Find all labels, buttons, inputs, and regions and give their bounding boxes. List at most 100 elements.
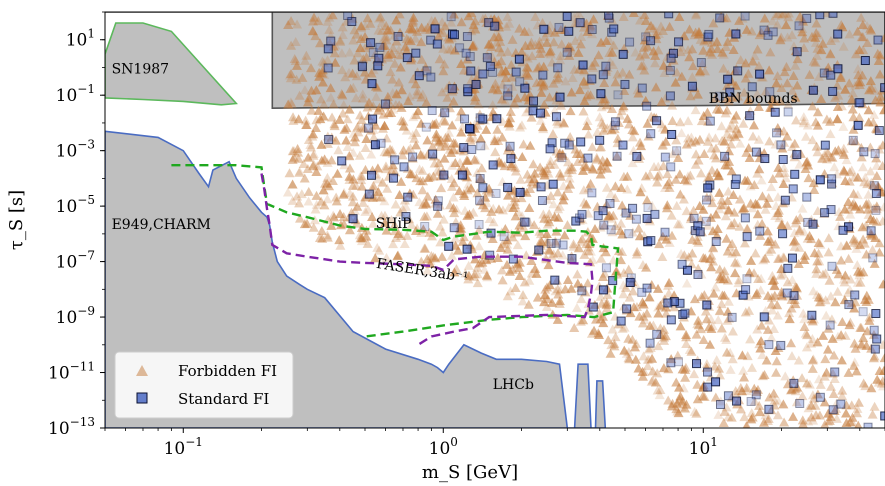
forbidden-fi-marker xyxy=(567,46,578,56)
forbidden-fi-marker xyxy=(588,62,599,72)
forbidden-fi-marker xyxy=(768,324,779,334)
standard-fi-marker xyxy=(751,390,761,400)
forbidden-fi-marker xyxy=(386,165,397,175)
forbidden-fi-marker xyxy=(444,144,455,154)
forbidden-fi-marker xyxy=(764,392,775,402)
forbidden-fi-marker xyxy=(829,350,840,360)
standard-fi-marker xyxy=(368,114,378,124)
forbidden-fi-marker xyxy=(504,18,515,28)
forbidden-fi-marker xyxy=(579,96,590,106)
forbidden-fi-marker xyxy=(875,97,885,107)
forbidden-fi-marker xyxy=(849,172,860,182)
forbidden-fi-marker xyxy=(690,136,701,146)
forbidden-fi-marker xyxy=(328,210,339,220)
forbidden-fi-marker xyxy=(490,147,501,157)
forbidden-fi-marker xyxy=(355,110,366,120)
forbidden-fi-marker xyxy=(664,277,675,287)
standard-fi-marker xyxy=(802,192,812,202)
forbidden-fi-marker xyxy=(350,132,361,142)
standard-fi-marker xyxy=(536,182,546,192)
forbidden-fi-marker xyxy=(595,291,606,301)
forbidden-fi-marker xyxy=(647,200,658,210)
forbidden-fi-marker xyxy=(322,172,333,182)
forbidden-fi-marker xyxy=(727,92,738,102)
forbidden-fi-marker xyxy=(448,203,459,213)
forbidden-fi-marker xyxy=(675,189,686,199)
forbidden-fi-marker xyxy=(789,228,800,238)
standard-fi-marker xyxy=(763,30,773,40)
forbidden-fi-marker xyxy=(447,120,458,130)
standard-fi-marker xyxy=(433,201,443,211)
forbidden-fi-marker xyxy=(361,52,372,62)
forbidden-fi-marker xyxy=(710,93,721,103)
standard-fi-marker xyxy=(715,13,725,23)
forbidden-fi-marker xyxy=(848,112,859,122)
standard-fi-marker xyxy=(665,91,675,101)
forbidden-fi-marker xyxy=(605,348,616,358)
forbidden-fi-marker xyxy=(745,334,756,344)
forbidden-fi-marker xyxy=(782,220,793,230)
forbidden-fi-marker xyxy=(289,152,300,162)
forbidden-fi-marker xyxy=(862,38,873,48)
forbidden-fi-marker xyxy=(779,168,790,178)
forbidden-fi-marker xyxy=(415,149,426,159)
forbidden-fi-marker xyxy=(696,168,707,178)
standard-fi-marker xyxy=(461,48,471,58)
forbidden-fi-marker xyxy=(609,341,620,351)
forbidden-fi-marker xyxy=(607,118,618,128)
standard-fi-marker xyxy=(545,144,555,154)
forbidden-fi-marker xyxy=(357,181,368,191)
forbidden-fi-marker xyxy=(472,188,483,198)
standard-fi-marker xyxy=(474,219,484,229)
forbidden-fi-marker xyxy=(843,204,854,214)
standard-fi-marker xyxy=(666,162,676,172)
forbidden-fi-marker xyxy=(675,117,686,127)
forbidden-fi-marker xyxy=(609,124,620,134)
forbidden-fi-marker xyxy=(535,43,546,53)
forbidden-fi-marker xyxy=(416,92,427,102)
forbidden-fi-marker xyxy=(729,129,740,139)
forbidden-fi-marker xyxy=(548,78,559,88)
forbidden-fi-marker xyxy=(437,17,448,27)
forbidden-fi-marker xyxy=(766,244,777,254)
forbidden-fi-marker xyxy=(479,140,490,150)
forbidden-fi-marker xyxy=(555,171,566,181)
forbidden-fi-marker xyxy=(598,125,609,135)
forbidden-fi-marker xyxy=(401,201,412,211)
forbidden-fi-marker xyxy=(766,182,777,192)
forbidden-fi-marker xyxy=(710,392,721,402)
standard-fi-marker xyxy=(380,99,390,109)
standard-fi-marker xyxy=(430,24,440,34)
forbidden-fi-marker xyxy=(408,12,419,22)
standard-fi-marker xyxy=(873,35,883,45)
forbidden-fi-marker xyxy=(747,203,758,213)
forbidden-fi-marker xyxy=(294,213,305,223)
standard-fi-marker xyxy=(808,85,818,95)
forbidden-fi-marker xyxy=(394,190,405,200)
forbidden-fi-marker xyxy=(412,26,423,36)
forbidden-fi-marker xyxy=(319,69,330,79)
forbidden-fi-marker xyxy=(535,162,546,172)
forbidden-fi-marker xyxy=(375,12,386,22)
forbidden-fi-marker xyxy=(302,164,313,174)
forbidden-fi-marker xyxy=(653,45,664,55)
forbidden-fi-marker xyxy=(403,145,414,155)
forbidden-fi-marker xyxy=(612,133,623,143)
standard-fi-marker xyxy=(755,226,765,236)
forbidden-fi-marker xyxy=(360,206,371,216)
forbidden-fi-marker xyxy=(812,43,823,53)
forbidden-fi-marker xyxy=(544,217,555,227)
forbidden-fi-marker xyxy=(487,100,498,110)
forbidden-fi-marker xyxy=(674,382,685,392)
forbidden-fi-marker xyxy=(453,245,464,255)
standard-fi-marker xyxy=(869,325,879,335)
forbidden-fi-marker xyxy=(781,61,792,71)
forbidden-fi-marker xyxy=(848,360,859,370)
standard-fi-marker xyxy=(446,12,456,22)
forbidden-fi-marker xyxy=(508,202,519,212)
forbidden-fi-marker xyxy=(746,255,757,265)
standard-fi-marker xyxy=(560,138,570,148)
forbidden-fi-marker xyxy=(714,187,725,197)
standard-fi-marker xyxy=(715,91,725,101)
forbidden-fi-marker xyxy=(717,47,728,57)
